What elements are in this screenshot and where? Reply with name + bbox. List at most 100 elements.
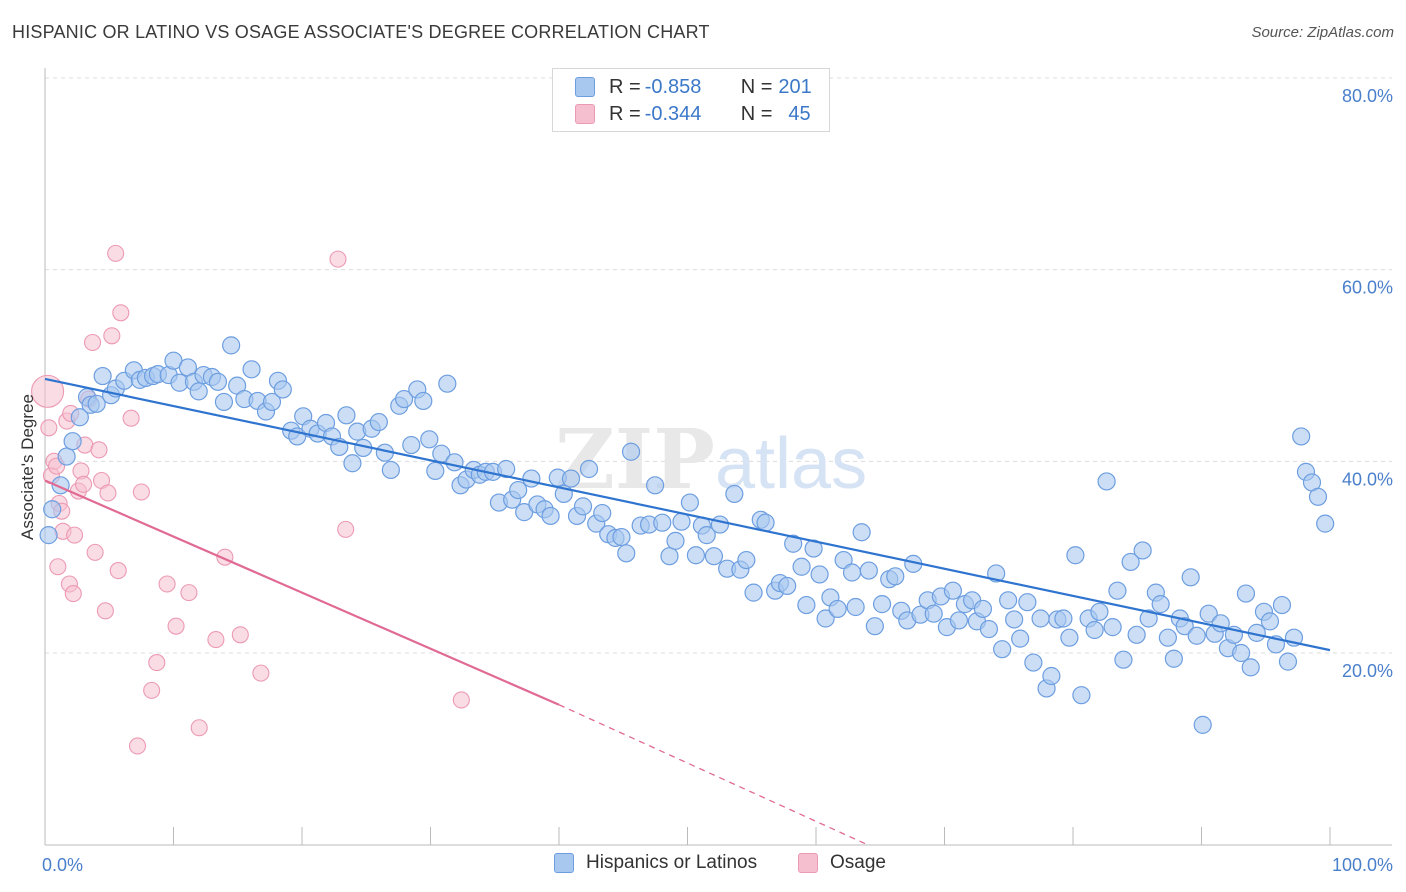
hispanic-point (852, 523, 871, 542)
hispanic-point (497, 459, 516, 479)
hispanic-point (541, 506, 560, 526)
hispanic-point (70, 408, 89, 427)
hispanic-point (1133, 541, 1152, 560)
hispanic-point (710, 515, 730, 534)
legend-r-label: R = (609, 102, 641, 125)
legend-n-label: N = (740, 102, 773, 125)
osage-point (83, 333, 102, 352)
hispanic-point (1031, 609, 1050, 628)
hispanic-point (1278, 652, 1298, 671)
hispanic-point (744, 583, 763, 602)
hispanic-point (1060, 628, 1079, 647)
osage-point (90, 441, 108, 459)
osage-point (231, 626, 249, 644)
legend-n-value: 201 (778, 75, 812, 98)
legend-n-value: 45 (788, 102, 811, 125)
osage-point (49, 558, 67, 576)
osage-point (158, 575, 176, 593)
hispanic-point (1175, 617, 1194, 636)
hispanic-point (39, 526, 58, 545)
osage-point (99, 484, 117, 502)
hispanic-point (1072, 686, 1091, 705)
hispanic-point (208, 372, 228, 391)
osage-point (86, 543, 104, 561)
hispanic-point (1236, 584, 1256, 603)
osage-trend-extension (558, 704, 868, 846)
hispanic-point (1199, 604, 1218, 623)
hispanic-point (999, 591, 1018, 610)
hispanic-point (402, 435, 421, 455)
osage-point (103, 327, 121, 345)
bottom-legend-label: Osage (830, 852, 886, 873)
hispanic-point (834, 550, 853, 570)
osage-point (167, 617, 185, 635)
hispanic-point (617, 544, 636, 563)
legend-r-value: -0.858 (644, 75, 702, 98)
hispanic-point (1085, 620, 1104, 640)
hispanic-point (1097, 472, 1116, 491)
correlation-legend: R = -0.858 N = 201 R = -0.344 N = 45 (552, 68, 830, 132)
trend-lines (44, 377, 1331, 846)
hispanic-point (704, 547, 724, 566)
hispanic-point (621, 442, 641, 461)
hispanic-point (612, 527, 631, 547)
osage-point (107, 244, 125, 262)
hispanic-point (949, 611, 969, 630)
hispanic-point (1066, 546, 1085, 565)
legend-r-label: R = (609, 75, 641, 98)
hispanic-point (426, 461, 445, 481)
hispanic-point (1024, 653, 1043, 672)
axes (44, 68, 1392, 846)
tick-labels: 20.0% 40.0% 60.0% 80.0% 0.0% 100.0% (42, 86, 1393, 875)
hispanic-point (784, 534, 803, 553)
osage-point (132, 483, 150, 501)
hispanic-point (1158, 628, 1177, 647)
legend-swatch-pink (575, 104, 595, 124)
hispanic-point (222, 336, 241, 355)
bottom-swatch-pink (798, 853, 818, 873)
hispanic-point (1090, 602, 1109, 621)
hispanic-point (672, 512, 691, 531)
hispanic-point (660, 547, 679, 566)
hispanic-point (924, 604, 943, 623)
osage-point (329, 250, 347, 268)
osage-point (190, 719, 208, 737)
source-label: Source: ZipAtlas.com (1251, 24, 1394, 41)
osage-point (109, 562, 127, 580)
osage-point (128, 737, 147, 755)
osage-point (122, 409, 140, 427)
hispanic-point (828, 599, 847, 619)
legend-row-hispanic: R = -0.858 N = 201 (575, 75, 812, 99)
hispanic-point (666, 531, 685, 550)
hispanic-point (522, 469, 541, 488)
osage-point (148, 654, 166, 672)
hispanic-point (1151, 595, 1170, 614)
y-tick-label: 60.0% (1342, 278, 1393, 298)
y-tick-label: 40.0% (1342, 469, 1393, 489)
osage-point (337, 520, 355, 538)
hispanic-point (1308, 487, 1328, 506)
hispanic-point (343, 454, 362, 473)
osage-point (207, 631, 225, 649)
x-tick-label: 100.0% (1332, 855, 1393, 875)
osage-point (40, 419, 58, 437)
osage-point (112, 304, 130, 322)
hispanic-point (1164, 649, 1183, 668)
hispanic-point (273, 380, 292, 399)
hispanic-point (579, 459, 599, 479)
y-tick-label: 20.0% (1342, 661, 1393, 681)
y-tick-label: 80.0% (1342, 86, 1393, 106)
hispanic-point (1272, 595, 1292, 615)
osage-point (143, 681, 161, 699)
hispanic-point (1127, 625, 1146, 644)
osage-point (31, 374, 65, 408)
legend-row-osage: R = -0.344 N = 45 (575, 102, 811, 126)
hispanic-point (63, 432, 82, 451)
hispanic-point (993, 640, 1012, 659)
osage-point (96, 602, 114, 620)
bottom-legend-hispanic: Hispanics or Latinos (554, 852, 757, 874)
hispanic-point (1292, 427, 1311, 446)
hispanic-point (943, 581, 963, 600)
hispanic-point (394, 389, 414, 409)
hispanic-point (1232, 643, 1251, 663)
